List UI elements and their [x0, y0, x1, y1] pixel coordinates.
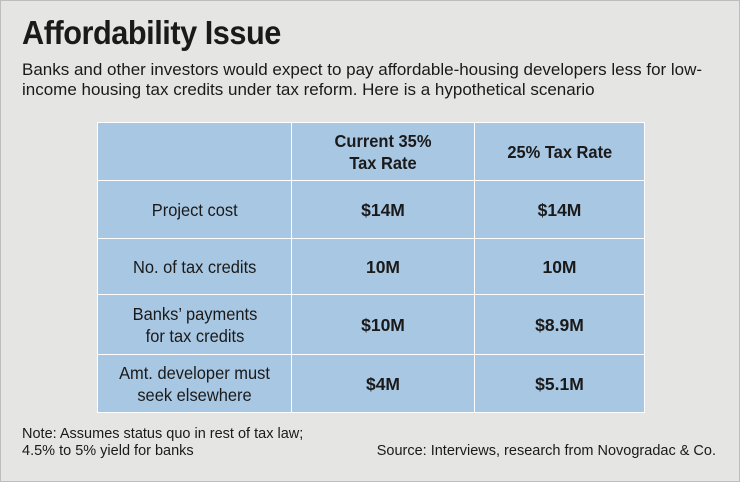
row-label-text: Banks’ payments for tax credits — [132, 303, 257, 346]
cell-current-value: $4M — [291, 354, 475, 413]
row-label-text: Project cost — [151, 199, 238, 220]
cell-current-value: 10M — [291, 238, 475, 295]
header-current-rate-label: Current 35% Tax Rate — [334, 130, 432, 173]
header-current-rate: Current 35% Tax Rate — [291, 122, 475, 181]
header-reform-rate-label: 25% Tax Rate — [507, 141, 612, 162]
row-label: No. of tax credits — [97, 238, 292, 295]
table-row: Banks’ payments for tax credits $10M $8.… — [97, 294, 645, 355]
chart-subtitle: Banks and other investors would expect t… — [22, 60, 703, 99]
comparison-table: Current 35% Tax Rate 25% Tax Rate Projec… — [97, 122, 645, 413]
cell-current-value: $14M — [291, 180, 475, 239]
footnote: Note: Assumes status quo in rest of tax … — [22, 426, 304, 459]
comparison-table-container: Current 35% Tax Rate 25% Tax Rate Projec… — [97, 122, 645, 413]
chart-title: Affordability Issue — [22, 14, 281, 51]
source-credit: Source: Interviews, research from Novogr… — [376, 443, 716, 459]
header-empty-cell — [97, 122, 292, 181]
cell-reform-value: $5.1M — [474, 354, 645, 413]
header-reform-rate: 25% Tax Rate — [474, 122, 645, 181]
cell-reform-value: 10M — [474, 238, 645, 295]
row-label: Banks’ payments for tax credits — [97, 294, 292, 355]
table-row: Project cost $14M $14M — [97, 180, 645, 239]
row-label: Project cost — [97, 180, 292, 239]
table-row: No. of tax credits 10M 10M — [97, 238, 645, 295]
row-label: Amt. developer must seek elsewhere — [97, 354, 292, 413]
cell-reform-value: $8.9M — [474, 294, 645, 355]
table-row: Amt. developer must seek elsewhere $4M $… — [97, 354, 645, 413]
cell-current-value: $10M — [291, 294, 475, 355]
row-label-text: Amt. developer must seek elsewhere — [119, 362, 270, 405]
cell-reform-value: $14M — [474, 180, 645, 239]
table-header-row: Current 35% Tax Rate 25% Tax Rate — [97, 122, 645, 181]
row-label-text: No. of tax credits — [132, 256, 257, 277]
